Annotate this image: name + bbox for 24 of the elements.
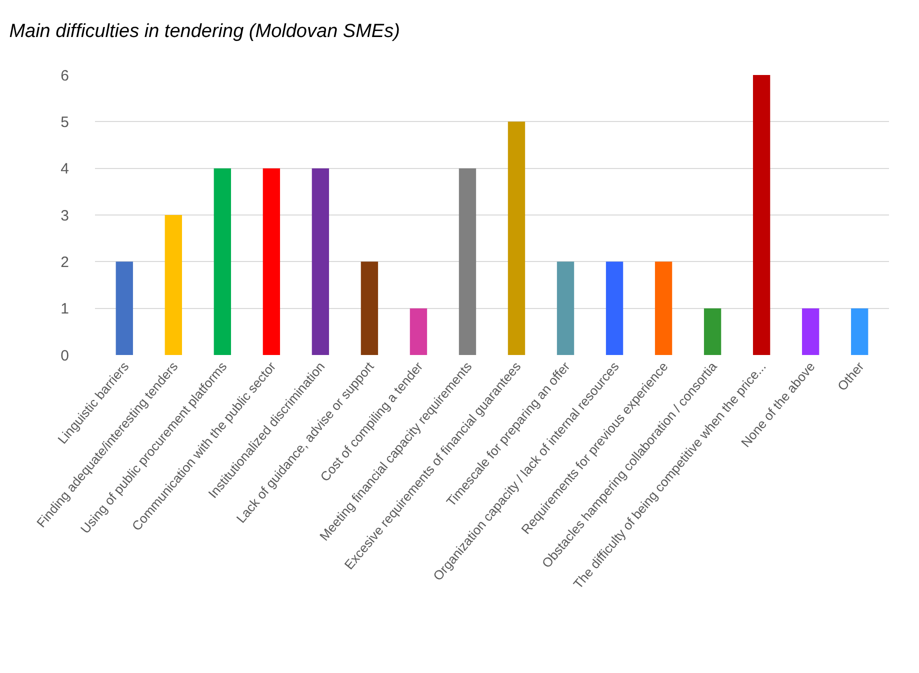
bar bbox=[360, 262, 378, 355]
y-tick-label: 0 bbox=[60, 347, 69, 364]
y-tick-label: 1 bbox=[60, 300, 69, 318]
bar bbox=[654, 262, 672, 355]
bar bbox=[704, 308, 722, 355]
y-tick-label: 6 bbox=[60, 67, 69, 84]
y-tick-label: 5 bbox=[60, 114, 69, 131]
y-tick-label: 4 bbox=[60, 160, 69, 178]
bar bbox=[606, 262, 624, 355]
y-tick-label: 3 bbox=[60, 207, 69, 224]
chart-title: Main difficulties in tendering (Moldovan SMEs) bbox=[9, 20, 400, 42]
bar bbox=[802, 308, 820, 355]
bar bbox=[164, 215, 182, 355]
bar bbox=[116, 262, 133, 355]
bar bbox=[410, 308, 428, 355]
bar bbox=[458, 168, 476, 355]
bar bbox=[262, 168, 280, 355]
bar bbox=[508, 122, 526, 355]
bar bbox=[214, 168, 232, 355]
bar bbox=[851, 308, 868, 355]
bar bbox=[752, 75, 770, 355]
bar bbox=[312, 168, 330, 355]
bar bbox=[556, 262, 574, 355]
y-tick-label: 2 bbox=[60, 254, 69, 271]
